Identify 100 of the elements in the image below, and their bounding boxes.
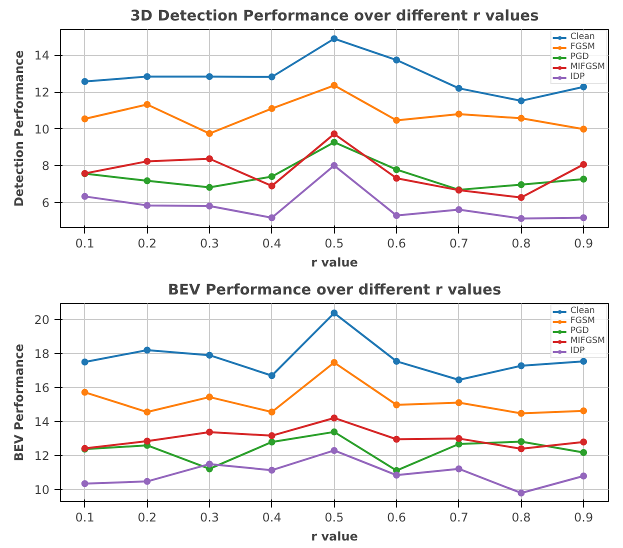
point [268, 182, 276, 190]
point [518, 194, 525, 202]
x-tick-label: 0.7 [449, 510, 468, 524]
legend-label: IDP [570, 72, 586, 82]
point [330, 359, 338, 366]
x-tick-label: 0.4 [262, 236, 282, 250]
x-tick-label: 0.8 [512, 236, 531, 250]
point [330, 428, 338, 436]
point [268, 214, 276, 222]
point [580, 160, 588, 168]
legend-label: FGSM [570, 42, 595, 52]
point [268, 173, 276, 180]
point [393, 358, 400, 365]
point [268, 73, 276, 80]
point [580, 407, 588, 414]
point [455, 435, 462, 442]
point [206, 130, 213, 138]
x-tick-label: 0.5 [324, 236, 344, 250]
x-tick-label: 0.3 [200, 236, 220, 250]
point [455, 399, 462, 406]
point [455, 84, 462, 92]
y-tick-label: 10 [34, 122, 50, 136]
point [455, 376, 462, 384]
point [518, 490, 525, 496]
y-tick-label: 6 [42, 196, 50, 210]
x-tick-label: 0.9 [574, 510, 594, 524]
y-tick-label: 18 [34, 347, 50, 362]
x-tick-label: 0.9 [574, 236, 594, 250]
point [206, 155, 213, 162]
point [268, 432, 276, 440]
point [268, 438, 276, 446]
point [81, 388, 88, 396]
y-axis-title: BEV Performance [12, 344, 26, 462]
point [518, 362, 525, 370]
point [81, 358, 88, 366]
point [580, 449, 588, 456]
point [393, 472, 400, 479]
legend-label: Clean [570, 306, 595, 316]
x-tick-label: 0.2 [138, 510, 157, 524]
point [268, 105, 276, 112]
legend-label: PGD [570, 52, 590, 62]
x-tick-label: 0.2 [138, 236, 157, 250]
point [455, 465, 462, 472]
x-tick-label: 0.5 [324, 510, 344, 524]
point [268, 466, 276, 474]
point [144, 408, 151, 416]
point [518, 410, 525, 417]
y-tick-label: 14 [34, 48, 50, 63]
point [206, 460, 213, 468]
point [580, 358, 588, 365]
x-tick-label: 0.8 [512, 510, 531, 524]
point [393, 401, 400, 408]
point [580, 214, 588, 222]
point [518, 215, 525, 222]
y-tick-label: 12 [34, 449, 50, 464]
point [455, 206, 462, 214]
point [206, 184, 213, 191]
point [580, 83, 588, 90]
point [330, 35, 338, 42]
point [144, 158, 151, 165]
point [580, 176, 588, 183]
legend-label: IDP [570, 346, 586, 356]
x-tick-label: 0.4 [262, 510, 282, 524]
point [330, 414, 338, 422]
point [144, 202, 151, 209]
point [206, 352, 213, 359]
point [393, 174, 400, 182]
legend-label: MIFGSM [570, 62, 605, 72]
point [580, 438, 588, 446]
point [206, 428, 213, 436]
chart-title: BEV Performance over different r values [168, 282, 502, 298]
point [393, 212, 400, 220]
point [330, 446, 338, 454]
legend-label: PGD [570, 326, 590, 336]
x-tick-label: 0.7 [449, 236, 468, 250]
point [330, 138, 338, 146]
point [580, 472, 588, 480]
x-axis-title: r value [311, 256, 358, 270]
point [144, 438, 151, 445]
point [518, 181, 525, 188]
x-tick-label: 0.6 [386, 236, 406, 250]
point [518, 114, 525, 122]
point [144, 177, 151, 184]
y-tick-label: 12 [34, 86, 50, 100]
point [81, 192, 88, 200]
point [81, 115, 88, 122]
x-axis-title: r value [311, 530, 358, 544]
y-tick-label: 10 [34, 483, 50, 498]
x-tick-label: 0.1 [75, 236, 94, 250]
point [268, 408, 276, 416]
point [393, 56, 400, 64]
chart-title: 3D Detection Performance over different r values [130, 8, 540, 24]
point [518, 97, 525, 104]
point [144, 346, 151, 354]
point [268, 372, 276, 380]
legend-label: Clean [570, 32, 595, 42]
point [393, 436, 400, 443]
point [580, 126, 588, 133]
legend-label: MIFGSM [570, 336, 605, 346]
point [144, 478, 151, 485]
